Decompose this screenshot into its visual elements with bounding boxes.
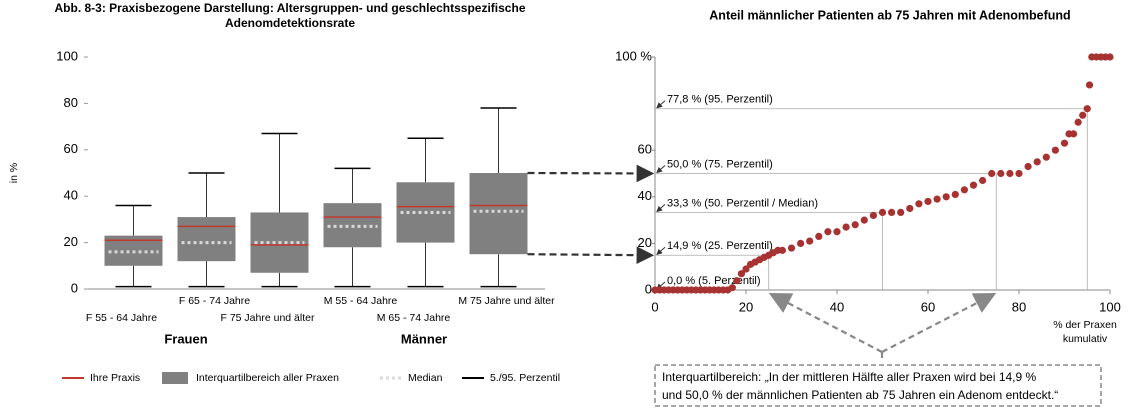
x-tick-label: 80 (1012, 299, 1026, 314)
x-tick-label: M 75 Jahre und älter (458, 295, 555, 307)
point (1006, 169, 1014, 178)
point (1106, 53, 1114, 61)
iqr-box (177, 217, 236, 262)
y-tick-label: 80 (64, 95, 78, 110)
y-tick-label: 0 (71, 280, 78, 295)
legend-label: 5./95. Perzentil (490, 372, 560, 384)
legend-label: Ihre Praxis (90, 372, 140, 384)
x-tick-label: M 55 - 64 Jahre (324, 295, 398, 307)
annotation-arrow (656, 246, 666, 255)
point (1079, 111, 1087, 119)
legend-label: Median (408, 372, 443, 384)
point (1051, 146, 1059, 154)
y-tick-label: 40 (64, 188, 78, 203)
point (906, 204, 914, 213)
y-axis-label: in % (8, 163, 20, 183)
point (897, 208, 905, 217)
point (942, 193, 950, 201)
point (878, 208, 887, 217)
annotation-label: 14,9 % (25. Perzentil) (667, 240, 773, 252)
point (815, 232, 823, 241)
note-arrow (768, 292, 883, 353)
point (787, 244, 796, 252)
point (915, 200, 923, 208)
x-tick-label: F 65 - 74 Jahre (179, 295, 250, 307)
point (969, 181, 978, 189)
annotation-label: 77,8 % (95. Perzentil) (667, 94, 773, 106)
left-title: Adenomdetektionsrate (225, 16, 355, 30)
note-text: und 50,0 % der männlichen Patienten ab 7… (662, 388, 1058, 402)
iqr-box (469, 173, 528, 255)
point (1074, 118, 1082, 126)
left-title: Abb. 8-3: Praxisbezogene Darstellung: Al… (55, 1, 526, 15)
link-arrow (527, 246, 655, 264)
legend-swatch (162, 372, 188, 384)
point (997, 169, 1005, 178)
point (1033, 158, 1041, 166)
point (728, 284, 736, 292)
point (860, 216, 868, 224)
x-axis-label: kumulativ (1063, 333, 1108, 345)
x-tick-label: F 75 Jahre und älter (221, 312, 315, 324)
y-tick-label: 40 (638, 188, 652, 203)
annotation-arrow (656, 204, 666, 213)
legend-label: Interquartilbereich aller Praxen (196, 372, 339, 384)
x-tick-label: 0 (651, 299, 658, 314)
point (960, 186, 969, 194)
point (1070, 130, 1078, 138)
note-box (654, 364, 1102, 407)
x-tick-label: 40 (830, 299, 844, 314)
point (951, 190, 959, 199)
group-label: Männer (401, 331, 447, 346)
y-tick-label: 20 (638, 235, 652, 250)
annotation-arrow (656, 100, 666, 109)
point (806, 237, 814, 245)
point (1083, 105, 1091, 113)
point (851, 221, 859, 229)
y-tick-label: 60 (638, 142, 652, 157)
point (1024, 162, 1032, 171)
y-tick-label: 20 (64, 234, 78, 249)
point (1060, 139, 1069, 147)
point (979, 176, 987, 185)
x-tick-label: 60 (921, 299, 935, 314)
point (924, 197, 932, 206)
right-title: Anteil männlicher Patienten ab 75 Jahren… (709, 8, 1070, 22)
note-arrow (881, 292, 997, 353)
point (842, 223, 850, 231)
x-axis-label: % der Praxen (1053, 319, 1117, 331)
point (1015, 169, 1023, 178)
point (733, 277, 741, 285)
point (869, 211, 878, 220)
x-tick-label: 100 (1099, 299, 1121, 314)
x-tick-label: 20 (739, 299, 753, 314)
annotation-label: 0,0 % (5. Perzentil) (667, 275, 761, 287)
point (1085, 81, 1094, 89)
y-tick-label: 100 % (615, 48, 652, 63)
x-tick-label: F 55 - 64 Jahre (86, 312, 157, 324)
link-arrow (527, 164, 655, 183)
group-label: Frauen (164, 331, 207, 346)
annotation-arrow (656, 165, 666, 174)
x-tick-label: M 65 - 74 Jahre (377, 312, 451, 324)
annotation-label: 50,0 % (75. Perzentil) (667, 158, 773, 170)
y-tick-label: 60 (64, 141, 78, 156)
point (824, 228, 832, 236)
y-tick-label: 0 (645, 281, 652, 296)
point (1042, 153, 1050, 161)
point (778, 246, 787, 254)
y-tick-label: 100 (56, 48, 78, 63)
point (737, 270, 746, 278)
point (742, 265, 750, 273)
annotation-label: 33,3 % (50. Perzentil / Median) (667, 197, 818, 209)
point (988, 169, 996, 178)
point (797, 239, 805, 247)
point (933, 195, 941, 203)
point (888, 208, 896, 217)
note-text: Interquartilbereich: „In der mittleren H… (662, 370, 1037, 384)
point (833, 228, 841, 236)
